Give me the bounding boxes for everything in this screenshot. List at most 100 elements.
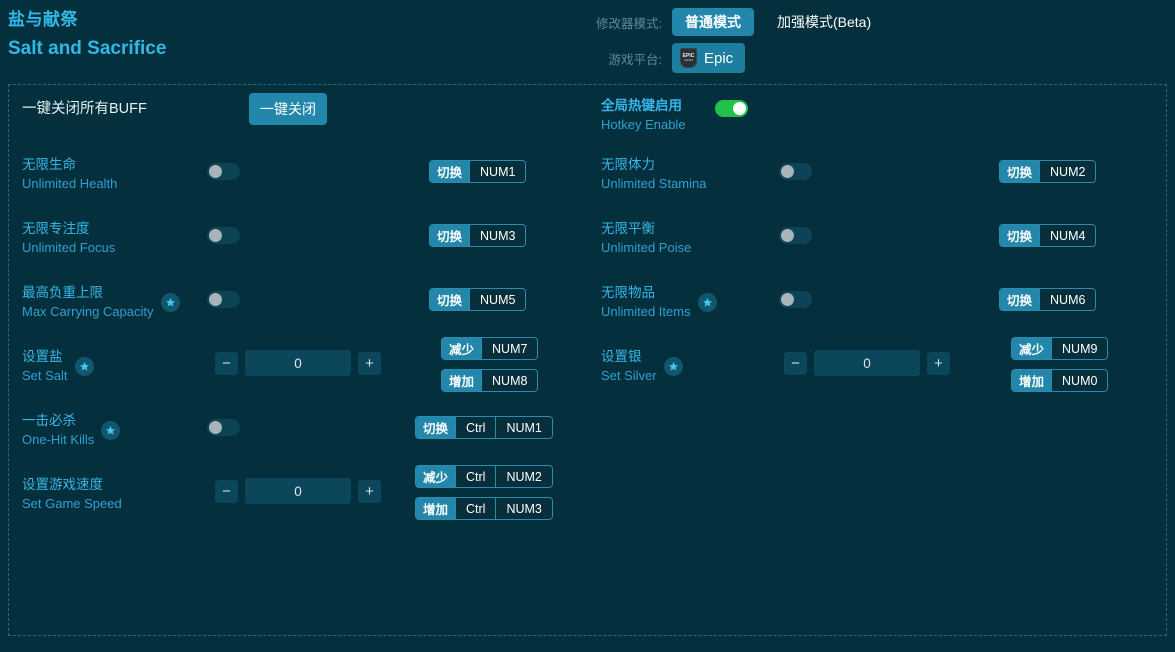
hotkey-decrease-set-salt[interactable]: 减少 NUM7 (441, 337, 539, 360)
row-label-unlimited-poise: 无限平衡 Unlimited Poise (601, 219, 691, 257)
value-set-game-speed[interactable]: 0 (245, 478, 351, 504)
tab-normal-mode[interactable]: 普通模式 (672, 8, 754, 36)
toggle-knob (781, 293, 794, 306)
hotkey-key-6a: NUM7 (481, 338, 538, 359)
stepper-set-salt: − 0 + (215, 350, 381, 376)
hotkey-action-8: 切换 (416, 417, 456, 438)
star-icon (101, 420, 121, 440)
toggle-unlimited-health[interactable] (207, 163, 240, 180)
hotkey-key-9a: NUM2 (495, 466, 552, 487)
hotkey-wrap-4: 切换 NUM5 (429, 288, 527, 311)
toggle-max-carrying-capacity[interactable] (207, 291, 240, 308)
toggle-knob (781, 165, 794, 178)
toggle-unlimited-poise[interactable] (779, 227, 812, 244)
hotkey-wrap-5: 切换 NUM6 (999, 288, 1097, 311)
row-label-unlimited-health: 无限生命 Unlimited Health (22, 155, 117, 193)
row-cn-4: 最高负重上限 (22, 285, 103, 300)
hotkey-key-5: NUM6 (1039, 289, 1096, 310)
hotkey-modifier-8: Ctrl (455, 417, 496, 438)
hotkey-unlimited-stamina[interactable]: 切换 NUM2 (999, 160, 1097, 183)
stepper-set-game-speed: − 0 + (215, 478, 381, 504)
stepper-wrap-9: − 0 + (215, 478, 381, 504)
row-cn-2: 无限专注度 (22, 221, 90, 236)
close-all-buffs-button[interactable]: 一键关闭 (249, 93, 327, 125)
hotkey-increase-set-silver[interactable]: 增加 NUM0 (1011, 369, 1109, 392)
hotkey-enable-cn: 全局热键启用 (601, 98, 682, 113)
hotkey-action-3: 切换 (1000, 225, 1040, 246)
toggle-unlimited-stamina[interactable] (779, 163, 812, 180)
row-cn-8: 一击必杀 (22, 413, 76, 428)
toggle-wrap-3 (779, 227, 812, 244)
row-cn-6: 设置盐 (22, 349, 63, 364)
hotkey-key-2: NUM3 (469, 225, 526, 246)
hotkey-key-6b: NUM8 (481, 370, 538, 391)
toggle-wrap-5 (779, 291, 812, 308)
hotkey-max-carrying-capacity[interactable]: 切换 NUM5 (429, 288, 527, 311)
hotkey-key-8: NUM1 (495, 417, 552, 438)
hotkey-unlimited-items[interactable]: 切换 NUM6 (999, 288, 1097, 311)
row-en-3: Unlimited Poise (601, 240, 692, 255)
game-title-cn: 盐与献祭 (8, 10, 78, 29)
toggle-one-hit-kills[interactable] (207, 419, 240, 436)
hotkey-one-hit-kills[interactable]: 切换 Ctrl NUM1 (415, 416, 553, 439)
row-en-0: Unlimited Health (22, 176, 118, 191)
increase-button-set-silver[interactable]: + (927, 351, 950, 375)
hotkey-decrease-set-silver[interactable]: 减少 NUM9 (1011, 337, 1109, 360)
hotkey-increase-set-salt[interactable]: 增加 NUM8 (441, 369, 539, 392)
increase-button-set-salt[interactable]: + (358, 351, 381, 375)
hotkey-key-3: NUM4 (1039, 225, 1096, 246)
title-block: 盐与献祭 Salt and Sacrifice (8, 8, 166, 62)
row-label-set-silver: 设置银 Set Silver (601, 347, 683, 385)
hotkey-key-7b: NUM0 (1051, 370, 1108, 391)
row-en-2: Unlimited Focus (22, 240, 116, 255)
hotkey-unlimited-poise[interactable]: 切换 NUM4 (999, 224, 1097, 247)
row-label-set-game-speed: 设置游戏速度 Set Game Speed (22, 475, 122, 513)
value-set-salt[interactable]: 0 (245, 350, 351, 376)
decrease-button-set-game-speed[interactable]: − (215, 479, 238, 503)
tab-enhanced-mode[interactable]: 加强模式(Beta) (777, 14, 872, 30)
hotkey-key-4: NUM5 (469, 289, 526, 310)
hotkey-increase-set-game-speed[interactable]: 增加 Ctrl NUM3 (415, 497, 553, 520)
hotkey-wrap-7: 减少 NUM9 增加 NUM0 (1011, 337, 1109, 392)
platform-name: Epic (704, 49, 734, 67)
hotkey-decrease-set-game-speed[interactable]: 减少 Ctrl NUM2 (415, 465, 553, 488)
value-set-silver[interactable]: 0 (814, 350, 920, 376)
stepper-wrap-7: − 0 + (784, 350, 950, 376)
decrease-button-set-silver[interactable]: − (784, 351, 807, 375)
platform-label: 游戏平台: (608, 52, 662, 67)
platform-row: 游戏平台: EPIC GAMES Epic (580, 42, 884, 74)
stepper-wrap-6: − 0 + (215, 350, 381, 376)
increase-button-set-game-speed[interactable]: + (358, 479, 381, 503)
hotkey-modifier-9b: Ctrl (455, 498, 496, 519)
hotkey-wrap-0: 切换 NUM1 (429, 160, 527, 183)
hotkey-action-7b: 增加 (1012, 370, 1052, 391)
toggle-unlimited-items[interactable] (779, 291, 812, 308)
hotkey-enable-toggle[interactable] (715, 100, 748, 117)
hotkey-wrap-2: 切换 NUM3 (429, 224, 527, 247)
hotkey-action-9a: 减少 (416, 466, 456, 487)
hotkey-enable-label-wrap: 全局热键启用 Hotkey Enable (601, 96, 686, 134)
toggle-unlimited-focus[interactable] (207, 227, 240, 244)
hotkey-wrap-6: 减少 NUM7 增加 NUM8 (441, 337, 539, 392)
toggle-knob (209, 293, 222, 306)
hotkey-key-9b: NUM3 (495, 498, 552, 519)
row-label-unlimited-items: 无限物品 Unlimited Items (601, 283, 717, 321)
hotkey-enable-en: Hotkey Enable (601, 117, 686, 132)
header-controls: 修改器模式: 普通模式 加强模式(Beta) 游戏平台: EPIC GAMES … (580, 6, 884, 78)
decrease-button-set-salt[interactable]: − (215, 351, 238, 375)
header: 盐与献祭 Salt and Sacrifice 修改器模式: 普通模式 加强模式… (0, 0, 1175, 76)
star-icon (697, 292, 717, 312)
row-cn-7: 设置银 (601, 349, 642, 364)
star-icon (663, 356, 683, 376)
hotkey-unlimited-health[interactable]: 切换 NUM1 (429, 160, 527, 183)
hotkey-unlimited-focus[interactable]: 切换 NUM3 (429, 224, 527, 247)
row-en-5: Unlimited Items (601, 304, 691, 319)
toggle-wrap-1 (779, 163, 812, 180)
hotkey-action-6a: 减少 (442, 338, 482, 359)
toggle-wrap-0 (207, 163, 240, 180)
toggle-knob (733, 102, 746, 115)
platform-epic-button[interactable]: EPIC GAMES Epic (672, 43, 746, 73)
stepper-set-silver: − 0 + (784, 350, 950, 376)
toggle-knob (209, 165, 222, 178)
